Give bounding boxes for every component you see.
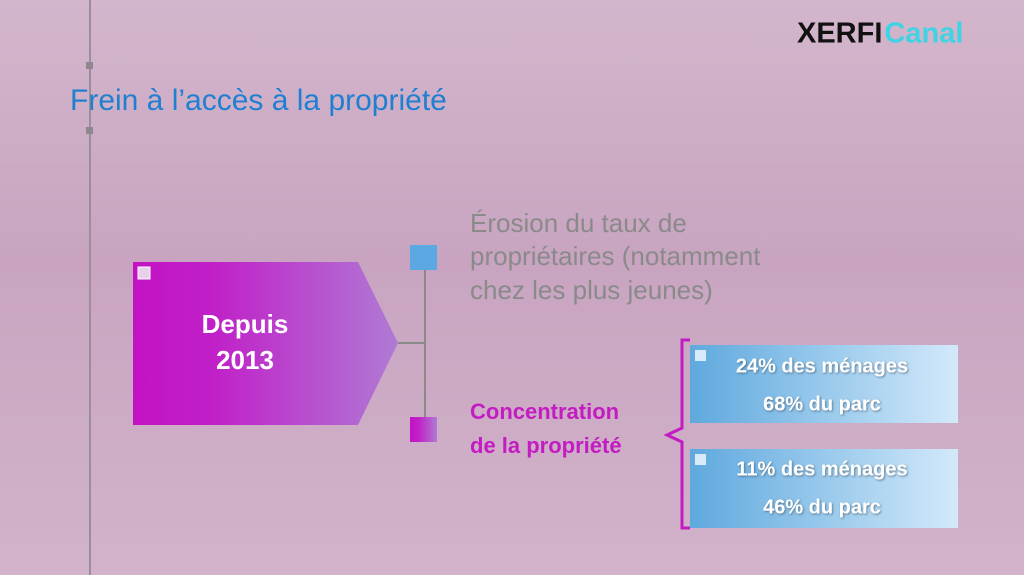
bullet	[410, 245, 437, 270]
marker	[86, 127, 93, 134]
marker	[695, 350, 706, 361]
bullet	[410, 417, 437, 442]
arrow-text: 2013	[216, 345, 274, 375]
box-text: 24% des ménages	[736, 355, 908, 377]
box-text: 68% du parc	[763, 393, 881, 415]
item-text: Érosion du taux de	[470, 208, 687, 238]
arrow-text: Depuis	[202, 309, 289, 339]
item-text: Concentration	[470, 399, 619, 424]
logo-canal: Canal	[884, 18, 963, 50]
brace	[663, 338, 690, 530]
box-text: 11% des ménages	[736, 458, 907, 480]
marker	[695, 454, 706, 465]
item-text: de la propriété	[470, 433, 622, 458]
title: Frein à l’accès à la propriété	[70, 84, 447, 117]
item-text: propriétaires (notamment	[470, 241, 761, 271]
box-text: 46% du parc	[763, 496, 881, 518]
marker	[86, 62, 93, 69]
logo-xerfi: XERFI	[797, 18, 882, 50]
marker	[137, 266, 151, 280]
box	[690, 449, 958, 528]
arrow	[133, 262, 398, 425]
item-text: chez les plus jeunes)	[470, 275, 713, 305]
box	[690, 345, 958, 423]
